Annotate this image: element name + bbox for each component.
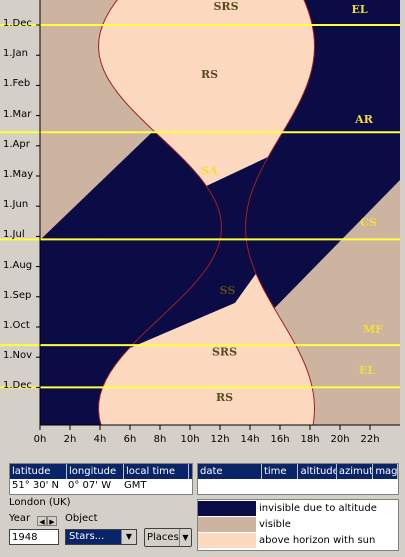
local-time-value: GMT	[124, 480, 147, 491]
x-tick-label: 2h	[63, 434, 77, 445]
y-tick-label: 1.Oct	[3, 320, 30, 331]
date-header[interactable]: date	[198, 464, 262, 479]
y-tick-label: 1.Feb	[3, 78, 31, 90]
x-tick-label: 8h	[153, 434, 167, 445]
altitude-header[interactable]: altitude	[300, 464, 337, 479]
region-label: SS	[220, 284, 236, 297]
region-label: RS	[216, 391, 233, 404]
local-time-header: local time	[124, 464, 189, 479]
sun-curve	[245, 0, 315, 425]
visibility-chart[interactable]: EL AR CS MF EL SRS RS SA SS SRS RS	[0, 0, 405, 432]
x-tick-label: 22h	[360, 434, 380, 445]
azimut-header[interactable]: azimut	[338, 464, 374, 479]
place-name: London (UK)	[9, 497, 71, 508]
sun-curve	[98, 0, 222, 425]
x-tick-label: 0h	[33, 434, 47, 445]
invisible-band	[40, 6, 400, 403]
y-tick-label: 1.Aug	[3, 259, 33, 271]
event-label: EL	[359, 364, 375, 377]
time-header[interactable]: time	[262, 464, 299, 479]
y-tick-label: 1.Mar	[3, 108, 32, 120]
legend-item: visible	[198, 516, 398, 532]
year-next-icon[interactable]: ▶	[47, 516, 57, 526]
daylight-region	[98, 0, 315, 425]
year-prev-icon[interactable]: ◀	[37, 516, 47, 526]
location-table: latitude longitude local time 51° 30' N …	[9, 463, 193, 495]
x-tick-label: 16h	[270, 434, 290, 445]
legend-item: invisible due to altitude	[198, 500, 398, 516]
event-label: EL	[351, 3, 367, 16]
x-tick-label: 6h	[123, 434, 137, 445]
y-tick-label: 1.Dec	[3, 380, 32, 392]
y-tick-label: 1.May	[3, 169, 34, 180]
legend-label: invisible due to altitude	[259, 502, 377, 514]
legend: invisible due to altitude visible above …	[197, 499, 399, 551]
y-tick-label: 1.Nov	[3, 350, 33, 362]
x-tick-label: 20h	[330, 434, 350, 445]
chevron-down-icon[interactable]: ▼	[121, 530, 136, 544]
event-label: MF	[363, 323, 383, 336]
mag-header[interactable]: mag	[375, 464, 398, 479]
places-button-label: Places	[147, 532, 179, 543]
event-label: AR	[354, 113, 374, 126]
y-tick-label: 1.Jun	[3, 199, 29, 211]
object-select-value: Stars...	[69, 531, 105, 542]
places-button[interactable]: Places ▼	[144, 528, 192, 547]
object-label: Object	[65, 513, 98, 524]
legend-label: above horizon with sun	[259, 534, 376, 546]
region-label: RS	[201, 68, 218, 81]
legend-swatch	[198, 516, 256, 532]
y-tick-label: 1.Jan	[3, 48, 28, 60]
x-tick-label: 10h	[180, 434, 200, 445]
year-input[interactable]: 1948	[9, 529, 59, 545]
chevron-down-icon[interactable]: ▼	[179, 529, 191, 546]
x-tick-label: 4h	[93, 434, 107, 445]
longitude-header: longitude	[67, 464, 124, 479]
region-label: SRS	[212, 346, 237, 359]
y-tick-label: 1.Apr	[3, 138, 30, 150]
y-tick-label: 1.Sep	[3, 289, 32, 301]
object-select[interactable]: Stars... ▼	[65, 529, 137, 545]
region-label: SRS	[213, 0, 238, 13]
y-tick-label: 1.Dec	[3, 18, 32, 29]
legend-swatch	[198, 500, 256, 516]
year-label: Year	[9, 513, 31, 524]
year-spinner[interactable]: ◀ ▶	[37, 514, 59, 526]
legend-label: visible	[259, 518, 291, 530]
latitude-value: 51° 30' N	[12, 480, 60, 491]
longitude-value: 0° 07' W	[68, 480, 112, 491]
legend-item: above horizon with sun	[198, 532, 398, 548]
x-tick-label: 12h	[210, 434, 230, 445]
x-tick-label: 18h	[300, 434, 320, 445]
event-table[interactable]: date time altitude azimut mag	[197, 463, 399, 495]
latitude-header: latitude	[10, 464, 67, 479]
y-tick-label: 1.Jul	[3, 229, 25, 241]
region-label: SA	[201, 164, 218, 177]
x-tick-label: 14h	[240, 434, 260, 445]
event-label: CS	[360, 216, 377, 229]
legend-swatch	[198, 532, 256, 548]
